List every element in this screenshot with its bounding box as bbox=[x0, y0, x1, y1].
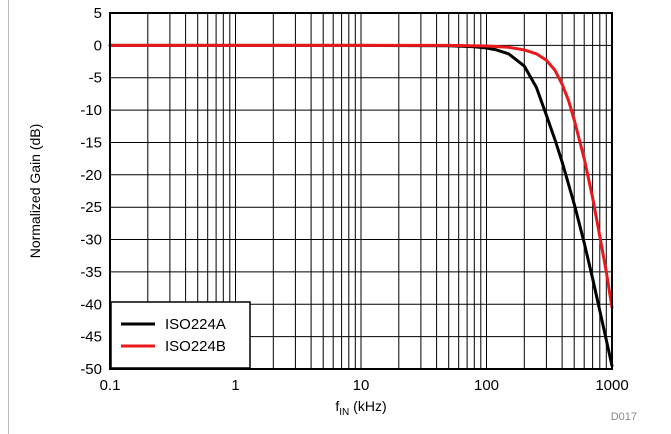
y-tick-label: -30 bbox=[80, 232, 102, 249]
x-axis-label-unit: (kHz) bbox=[349, 398, 386, 414]
legend-label-iso224b: ISO224B bbox=[165, 338, 226, 355]
y-tick-label: -25 bbox=[80, 199, 102, 216]
legend: ISO224A ISO224B bbox=[110, 301, 251, 369]
tick-labels: 5 0 -5 -10 -15 -20 -25 -30 -35 -40 -45 -500.1 1 10 100… bbox=[80, 5, 628, 394]
y-tick-label: -45 bbox=[80, 329, 102, 346]
series-line-iso224b bbox=[108, 43, 614, 309]
y-tick-label: -5 bbox=[89, 70, 102, 87]
plot-area-border bbox=[109, 12, 613, 370]
x-axis-label-subscript: IN bbox=[339, 407, 349, 418]
y-tick-label: -15 bbox=[80, 135, 102, 152]
x-tick-label: 10 bbox=[353, 377, 370, 394]
y-tick-label: 5 bbox=[94, 5, 102, 22]
x-axis-label: fIN (kHz) bbox=[335, 398, 386, 418]
x-tick-label: 0.1 bbox=[100, 377, 121, 394]
x-tick-label: 1 bbox=[231, 377, 239, 394]
series-lines bbox=[108, 43, 614, 368]
y-tick-label: -20 bbox=[80, 167, 102, 184]
legend-box bbox=[110, 301, 251, 369]
x-tick-label: 100 bbox=[474, 377, 499, 394]
y-axis-label: Normalized Gain (dB) bbox=[27, 124, 43, 259]
y-tick-label: -40 bbox=[80, 296, 102, 313]
x-tick-label: 1000 bbox=[595, 377, 628, 394]
x-axis-label-main: f bbox=[335, 398, 339, 414]
y-tick-label: -35 bbox=[80, 264, 102, 281]
legend-label-iso224a: ISO224A bbox=[165, 316, 226, 333]
y-tick-label: -50 bbox=[80, 361, 102, 378]
y-tick-label: 0 bbox=[94, 37, 102, 54]
y-tick-label: -10 bbox=[80, 102, 102, 119]
figure-code: D017 bbox=[611, 411, 637, 423]
